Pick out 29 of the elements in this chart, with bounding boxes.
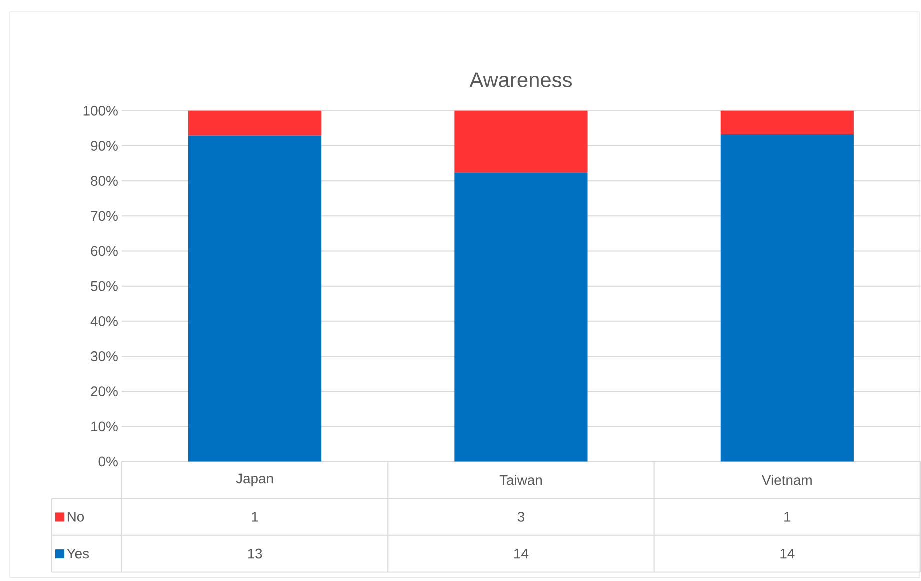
text: 13 [248,549,262,559]
x-tick-label: Vietnam [762,475,812,486]
y-tick-label: 90% [91,141,118,152]
y-tick-label: 50% [91,282,118,292]
y-tick-label: 70% [91,211,118,222]
y-tick-label: 30% [91,352,118,362]
y-tick-label: 20% [91,386,118,397]
bar [720,111,854,135]
text: 1 [784,512,791,522]
legend-label: No [68,512,84,522]
y-tick-label: 80% [91,176,118,186]
legend-label: Yes [67,549,90,559]
text: 3 [518,512,524,522]
text: 14 [780,549,795,559]
text: 1 [252,512,258,522]
chart-title: Awareness [470,73,572,88]
y-tick-label: 60% [91,246,118,256]
bar [454,111,588,173]
y-tick-label: 0% [98,456,118,467]
y-tick-label: 10% [92,422,118,432]
bar [188,136,322,462]
text: 14 [514,549,529,559]
bar [188,111,322,136]
y-tick-label: 100% [84,106,118,116]
y-tick-label: 40% [90,316,118,327]
x-tick-label: Taiwan [500,475,542,486]
bar [720,134,854,462]
x-tick-label: Japan [236,474,274,487]
bar [454,172,588,462]
